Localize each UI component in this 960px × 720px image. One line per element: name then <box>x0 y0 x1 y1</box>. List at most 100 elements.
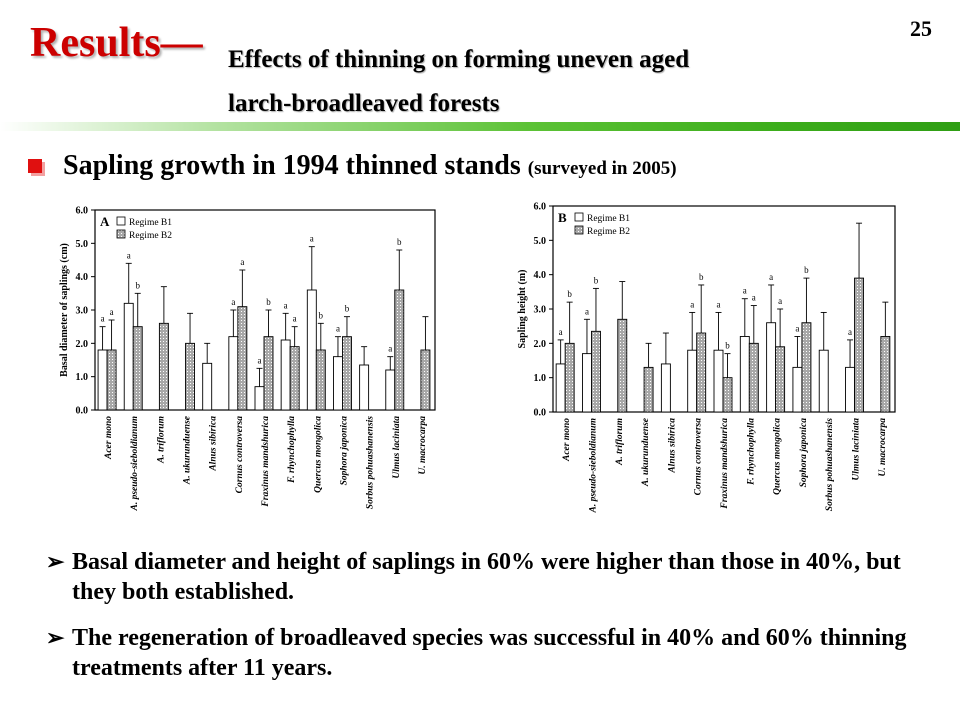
y-axis-label: Sapling height (m) <box>517 270 528 349</box>
x-category-label: Sophora japonica <box>339 416 349 486</box>
arrow-bullet-icon: ➢ <box>46 549 65 574</box>
legend-label: Regime B1 <box>587 214 630 224</box>
bar-b2-a-ukurunduense <box>643 366 654 413</box>
x-category-label: Fraxinus mandshurica <box>720 418 730 510</box>
panel-letter: B <box>558 210 567 225</box>
y-tick-label: 2.0 <box>76 339 89 350</box>
significance-label: a <box>284 300 288 310</box>
legend-label: Regime B2 <box>129 231 172 241</box>
bar-b2-f-rhynchophylla <box>748 342 759 413</box>
x-category-label: Acer mono <box>562 418 572 462</box>
title-divider <box>0 122 960 131</box>
arrow-bullet-icon: ➢ <box>46 625 65 650</box>
x-category-label: Fraxinus mandshurica <box>261 416 271 508</box>
significance-label: a <box>127 250 131 260</box>
significance-label: a <box>110 307 114 317</box>
y-tick-label: 1.0 <box>534 373 547 384</box>
significance-label: b <box>345 304 350 314</box>
x-category-label: Sorbus pohuashanensis <box>825 418 835 512</box>
y-tick-label: 0.0 <box>534 408 547 419</box>
bar-b1-ulmus-laciniata <box>385 369 396 411</box>
bar-b2-u-macrocarpa <box>420 349 431 411</box>
x-category-label: U. macrocarpa <box>878 418 888 477</box>
bar-b2-a-pseudo-sieboldianum <box>591 330 601 413</box>
x-category-label: A. ukurunduense <box>641 417 651 487</box>
significance-label: b <box>266 297 271 307</box>
significance-label: a <box>101 314 105 324</box>
bar-b1-cornus-controversa <box>228 336 239 411</box>
bar-b1-cornus-controversa <box>687 349 698 413</box>
bar-b2-a-ukurunduense <box>185 342 195 411</box>
significance-label: a <box>293 314 297 324</box>
y-tick-label: 4.0 <box>76 272 89 283</box>
panel-letter: A <box>100 214 110 229</box>
significance-label: b <box>397 237 402 247</box>
significance-label: a <box>559 327 563 337</box>
legend-swatch <box>116 216 126 226</box>
bar-b1-acer-mono <box>555 363 566 413</box>
x-category-label: A. pseudo-sieboldianum <box>130 416 140 512</box>
x-category-label: Sorbus pohuashanensis <box>366 416 376 510</box>
bar-b2-quercus-mongolica <box>775 346 786 413</box>
slide-subtitle: Effects of thinning on forming uneven ag… <box>228 38 689 126</box>
bar-b2-u-macrocarpa <box>880 336 891 413</box>
bar-b2-a-triflorum <box>158 322 169 411</box>
x-category-label: F. rhynchophylla <box>287 416 297 484</box>
bar-b2-cornus-controversa <box>237 306 248 411</box>
bar-b2-sophora-japonica <box>342 336 352 411</box>
y-tick-label: 2.0 <box>534 339 547 350</box>
y-tick-label: 5.0 <box>534 236 547 247</box>
legend-swatch <box>116 229 126 239</box>
significance-label: a <box>240 257 244 267</box>
bar-b2-f-rhynchophylla <box>289 346 300 411</box>
legend-swatch <box>574 225 584 235</box>
y-tick-label: 1.0 <box>76 372 89 383</box>
section-bullet-icon <box>28 159 42 173</box>
bar-b2-a-pseudo-sieboldianum <box>132 326 143 411</box>
section-heading-note: (surveyed in 2005) <box>527 158 677 179</box>
bar-b1-alnus-sibirica <box>660 363 671 413</box>
bar-b1-f-rhynchophylla <box>280 339 291 411</box>
x-category-label: Quercus mongolica <box>773 418 783 495</box>
bar-b1-sorbus-pohuashanensis <box>818 349 829 413</box>
significance-label: a <box>769 272 773 282</box>
x-category-label: A. triflorum <box>156 416 166 464</box>
x-category-label: Sophora japonica <box>799 418 809 488</box>
x-category-label: Cornus controversa <box>694 418 704 496</box>
bar-b2-quercus-mongolica <box>315 349 326 411</box>
bar-b1-fraxinus-mandshurica <box>713 349 724 413</box>
legend-label: Regime B1 <box>129 218 172 228</box>
bar-b1-sorbus-pohuashanensis <box>359 364 370 411</box>
y-tick-label: 5.0 <box>76 239 89 250</box>
significance-label: a <box>585 306 589 316</box>
x-category-label: Quercus mongolica <box>313 416 323 493</box>
x-category-label: Acer mono <box>104 416 114 460</box>
bar-b2-ulmus-laciniata <box>854 277 864 413</box>
y-tick-label: 3.0 <box>76 306 89 317</box>
bar-b2-acer-mono <box>106 349 117 411</box>
x-category-label: F. rhynchophylla <box>746 418 756 486</box>
x-category-label: A. pseudo-sieboldianum <box>588 418 598 514</box>
page-number: 25 <box>910 16 932 41</box>
bar-b1-acer-mono <box>97 349 108 411</box>
significance-label: a <box>717 299 721 309</box>
section-heading: Sapling growth in 1994 thinned stands (s… <box>63 150 677 182</box>
chart-panel-a: 0.0 1.0 2.0 3.0 4.0 5.0 6.0 Basal diameter of s… <box>59 206 436 512</box>
legend-label: Regime B2 <box>587 227 630 237</box>
chart-panel-b: 0.0 1.0 2.0 3.0 4.0 5.0 6.0 Sapling height (m) B… <box>517 202 896 514</box>
significance-label: b <box>699 272 704 282</box>
significance-label: a <box>848 327 852 337</box>
significance-label: b <box>567 289 572 299</box>
bar-b1-quercus-mongolica <box>766 322 777 413</box>
significance-label: b <box>725 341 730 351</box>
x-category-label: A. triflorum <box>615 418 625 466</box>
significance-label: a <box>752 293 756 303</box>
section-heading-text: Sapling growth in 1994 thinned stands <box>63 150 521 181</box>
significance-label: b <box>804 265 809 275</box>
bar-b2-acer-mono <box>564 342 575 413</box>
x-category-label: Alnus sibirica <box>667 418 677 474</box>
bar-b1-sophora-japonica <box>792 366 803 413</box>
bar-b2-cornus-controversa <box>696 332 707 413</box>
bullet-text-2: The regeneration of broadleaved species … <box>72 625 907 681</box>
y-tick-label: 6.0 <box>76 206 89 217</box>
